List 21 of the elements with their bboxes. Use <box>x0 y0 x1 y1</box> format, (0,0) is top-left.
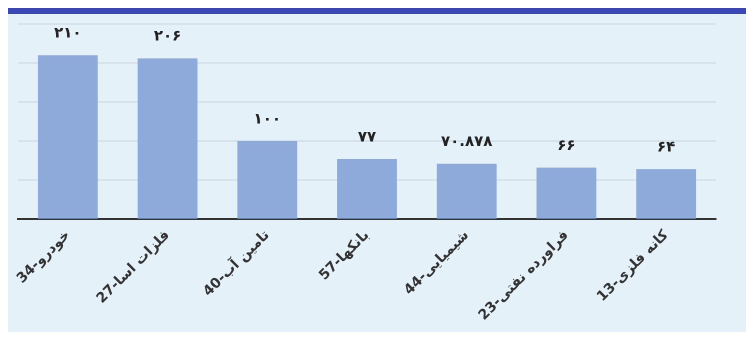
data-label: ۷۷ <box>358 127 376 146</box>
x-tick-label: 34-خودرو <box>14 227 74 287</box>
data-label: ۲۱۰ <box>54 24 82 42</box>
data-label: ۷۰.۸۷۸ <box>440 132 492 150</box>
bar <box>337 158 397 219</box>
bar <box>138 58 198 219</box>
x-tick-label: 23-فراورده نفتی <box>475 227 572 324</box>
x-tick-label: 44-شیمیایی <box>401 227 472 298</box>
bar <box>38 55 98 219</box>
x-tick-label: 57-بانکها <box>316 227 372 284</box>
x-tick-label: 13-کانه فلزی <box>594 226 672 305</box>
bar <box>536 168 596 219</box>
x-tick-label: 27-فلزات اسا <box>93 227 173 307</box>
data-label: ۲۰۶ <box>154 26 182 45</box>
bar <box>237 141 298 219</box>
bar <box>436 164 497 219</box>
x-tick-label: 40-تامین آب <box>198 226 273 300</box>
data-label: ۱۰۰ <box>254 109 282 128</box>
data-label: ۶۴ <box>656 138 676 156</box>
bar <box>636 169 696 219</box>
data-label: ۶۶ <box>557 136 576 154</box>
